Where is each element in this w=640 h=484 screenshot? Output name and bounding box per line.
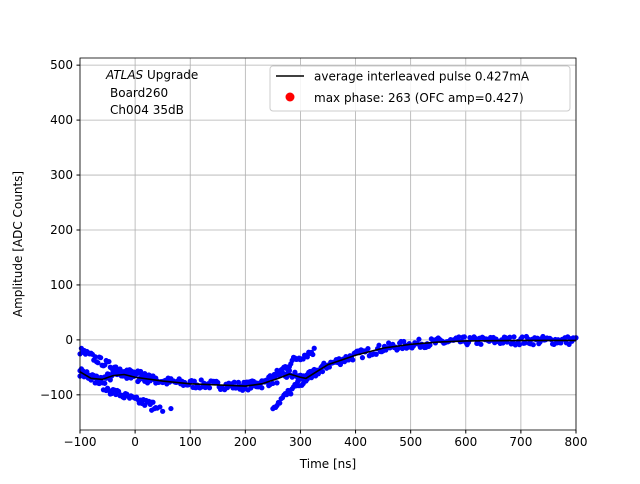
annotation-upgrade: Upgrade <box>143 68 198 82</box>
sample-point <box>427 342 433 348</box>
sample-point <box>206 385 213 391</box>
sample-point <box>270 380 276 387</box>
sample-point <box>288 391 294 397</box>
y-tick-label: 200 <box>50 223 73 237</box>
y-tick-label: 300 <box>50 168 73 182</box>
x-tick-label: 800 <box>565 435 588 449</box>
sample-points <box>77 333 579 414</box>
sample-point <box>160 408 166 414</box>
sample-point <box>191 378 197 384</box>
sample-point <box>313 373 319 379</box>
sample-point <box>304 354 310 360</box>
sample-point <box>284 392 290 398</box>
x-axis-label: Time [ns] <box>299 457 356 471</box>
x-tick-label: 600 <box>454 435 477 449</box>
sample-point <box>516 342 523 348</box>
grid <box>79 58 577 430</box>
x-tick-label: 300 <box>289 435 312 449</box>
svg-text:ATLAS Upgrade: ATLAS Upgrade <box>105 68 198 82</box>
sample-point <box>92 354 98 360</box>
sample-point <box>121 395 127 401</box>
sample-point <box>98 355 104 361</box>
legend-max-phase-marker <box>285 92 295 102</box>
sample-point <box>365 345 371 352</box>
sample-point <box>274 380 280 386</box>
legend-average-label: average interleaved pulse 0.427mA <box>314 70 530 84</box>
sample-point <box>277 400 283 406</box>
sample-point <box>326 364 332 370</box>
sample-point <box>519 334 525 340</box>
sample-point <box>142 370 148 377</box>
x-tick-label: 500 <box>399 435 422 449</box>
sample-point <box>472 335 479 341</box>
y-tick-label: −100 <box>40 388 73 402</box>
x-tick-label: 200 <box>234 435 257 449</box>
y-tick-label: 0 <box>65 333 73 347</box>
sample-point <box>461 334 467 340</box>
sample-point <box>373 351 379 357</box>
average-pulse-line <box>79 339 576 387</box>
sample-point <box>231 379 237 385</box>
sample-point <box>106 358 112 365</box>
annotation-atlas: ATLAS <box>105 68 144 82</box>
sample-point <box>84 369 90 375</box>
sample-point <box>115 388 122 394</box>
sample-point <box>215 380 221 386</box>
annotation: ATLAS Upgrade Board260 Ch004 35dB <box>105 68 198 117</box>
sample-point <box>416 336 422 342</box>
sample-point <box>301 378 308 384</box>
sample-point <box>102 380 108 386</box>
legend: average interleaved pulse 0.427mA max ph… <box>269 65 571 112</box>
sample-point <box>248 385 254 391</box>
sample-point <box>235 379 242 385</box>
sample-point <box>311 345 317 351</box>
sample-point <box>530 342 536 348</box>
x-tick-label: −100 <box>64 435 97 449</box>
x-tick-label: 400 <box>344 435 367 449</box>
sample-point <box>107 377 113 383</box>
sample-point <box>95 360 101 366</box>
legend-max-phase-label: max phase: 263 (OFC amp=0.427) <box>314 91 524 105</box>
sample-point <box>259 385 265 391</box>
sample-point <box>478 341 484 347</box>
sample-point <box>395 345 401 351</box>
sample-point <box>310 351 316 358</box>
plot-frame <box>79 57 577 431</box>
sample-point <box>522 340 528 346</box>
sample-point <box>511 334 517 340</box>
sample-point <box>242 386 248 392</box>
sample-point <box>149 407 155 413</box>
sample-point <box>507 334 513 340</box>
sample-point <box>500 340 506 346</box>
sample-point <box>534 335 541 341</box>
y-tick-label: 100 <box>50 278 73 292</box>
annotation-channel: Ch004 35dB <box>110 103 184 117</box>
x-tick-label: 100 <box>179 435 202 449</box>
x-tick-label: 0 <box>131 435 139 449</box>
sample-point <box>319 368 326 375</box>
sample-point <box>150 399 156 405</box>
sample-point <box>376 342 382 348</box>
sample-point <box>350 357 356 363</box>
y-axis-label: Amplitude [ADC Counts] <box>11 171 25 317</box>
y-tick-label: 500 <box>50 58 73 72</box>
annotation-board: Board260 <box>110 86 168 100</box>
y-tick-label: 400 <box>50 113 73 127</box>
ticks: −100 0 100 200 300 400 500 600 700 800 −100 0 100 200… <box>40 58 587 449</box>
sample-point <box>456 334 462 340</box>
sample-point <box>399 345 405 352</box>
x-tick-label: 700 <box>509 435 532 449</box>
sample-point <box>157 404 163 410</box>
sample-point <box>359 355 366 361</box>
sample-point <box>168 405 174 412</box>
